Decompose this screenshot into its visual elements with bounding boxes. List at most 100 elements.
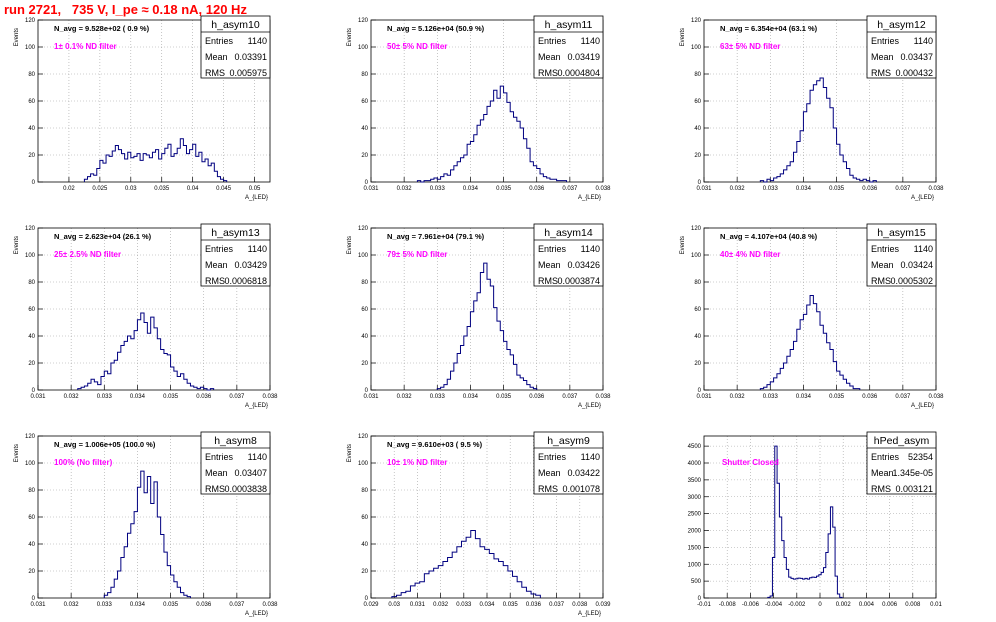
x-axis-label: A_{LED}	[578, 195, 601, 201]
stats-value: 0.03437	[900, 52, 933, 62]
stats-key: Mean	[538, 468, 561, 478]
y-tick-label: 80	[361, 72, 368, 78]
stats-value: 0.001078	[562, 484, 600, 494]
stats-key: RMS	[871, 68, 891, 78]
x-tick-label: 0.035	[829, 394, 845, 400]
y-tick-label: 120	[25, 18, 36, 24]
stats-title: h_asym13	[211, 227, 260, 239]
y-tick-label: 40	[28, 542, 35, 548]
y-tick-label: 40	[361, 334, 368, 340]
x-tick-label: -0.006	[742, 602, 760, 608]
x-axis-label: A_{LED}	[245, 403, 268, 409]
x-tick-label: 0.002	[836, 602, 852, 608]
stats-value: 0.0003874	[557, 276, 600, 286]
stats-value: 1140	[581, 244, 600, 254]
x-tick-label: 0.032	[397, 186, 413, 192]
y-tick-label: 120	[358, 226, 369, 232]
x-tick-label: 0.02	[63, 186, 75, 192]
y-tick-label: 100	[25, 45, 36, 51]
y-tick-label: 4500	[688, 444, 702, 450]
x-tick-label: -0.002	[788, 602, 806, 608]
x-tick-label: 0.032	[730, 394, 746, 400]
y-tick-label: 120	[691, 18, 702, 24]
x-tick-label: 0.05	[249, 186, 261, 192]
x-tick-label: -0.008	[719, 602, 737, 608]
histogram-series	[767, 445, 843, 598]
x-tick-label: 0.034	[463, 394, 479, 400]
y-tick-label: 100	[25, 253, 36, 259]
y-tick-label: 0	[698, 596, 702, 602]
x-tick-label: 0.025	[92, 186, 108, 192]
y-tick-label: 20	[361, 569, 368, 575]
x-tick-label: 0.031	[696, 186, 712, 192]
y-tick-label: 60	[361, 99, 368, 105]
x-tick-label: 0.037	[895, 394, 911, 400]
stats-key: Mean	[205, 260, 228, 270]
navg-text: N_avg = 6.354e+04 (63.1 %)	[720, 24, 818, 33]
stats-box	[533, 15, 604, 79]
y-tick-label: 20	[28, 153, 35, 159]
y-tick-label: 80	[361, 488, 368, 494]
histogram-series	[83, 138, 228, 182]
stats-box	[866, 431, 937, 495]
x-tick-label: 0.033	[763, 394, 779, 400]
x-tick-label: 0.031	[363, 394, 379, 400]
stats-key: RMS	[871, 276, 891, 286]
x-tick-label: 0.034	[479, 602, 495, 608]
x-tick-label: 0.037	[229, 394, 245, 400]
stats-title: hPed_asym	[874, 435, 930, 447]
x-tick-label: 0.036	[196, 394, 212, 400]
y-tick-label: 120	[25, 226, 36, 232]
stats-key: RMS	[871, 484, 891, 494]
filter-label: Shutter Closed	[722, 458, 779, 467]
stats-title: h_asym15	[877, 227, 926, 239]
histogram-series	[103, 470, 191, 598]
x-tick-label: 0.035	[496, 394, 512, 400]
x-tick-label: 0.034	[796, 394, 812, 400]
y-tick-label: 3000	[688, 495, 702, 501]
y-tick-label: 40	[694, 126, 701, 132]
y-tick-label: 2000	[688, 529, 702, 535]
navg-text: N_avg = 9.610e+03 ( 9.5 %)	[387, 440, 483, 449]
y-tick-label: 100	[358, 45, 369, 51]
y-tick-label: 3500	[688, 478, 702, 484]
stats-value: 1140	[581, 36, 600, 46]
y-tick-label: 60	[28, 99, 35, 105]
x-tick-label: 0.032	[64, 394, 80, 400]
x-tick-label: 0.029	[363, 602, 379, 608]
y-tick-label: 40	[28, 126, 35, 132]
y-tick-label: 0	[32, 596, 36, 602]
stats-box	[200, 223, 271, 287]
y-tick-label: 20	[694, 153, 701, 159]
stats-title: h_asym11	[545, 19, 593, 31]
y-tick-label: 0	[365, 596, 369, 602]
stats-box	[533, 431, 604, 495]
stats-key: Entries	[871, 244, 900, 254]
y-axis-label: Events	[680, 28, 686, 46]
stats-title: h_asym12	[877, 19, 926, 31]
stats-key: Entries	[205, 452, 234, 462]
x-tick-label: 0.033	[456, 602, 472, 608]
canvas-title: run 2721, 735 V, I_pe ≈ 0.18 nA, 120 Hz	[4, 2, 247, 17]
navg-text: N_avg = 9.528e+02 ( 0.9 %)	[54, 24, 150, 33]
x-tick-label: 0.033	[97, 602, 113, 608]
y-tick-label: 80	[694, 280, 701, 286]
y-tick-label: 40	[28, 334, 35, 340]
x-tick-label: 0.038	[595, 186, 611, 192]
stats-key: Mean	[538, 260, 561, 270]
x-tick-label: 0.035	[829, 186, 845, 192]
stats-title: h_asym14	[544, 227, 593, 239]
y-tick-label: 120	[691, 226, 702, 232]
x-tick-label: 0.045	[216, 186, 232, 192]
stats-box	[200, 15, 271, 79]
y-axis-label: Events	[347, 28, 353, 46]
x-tick-label: 0.034	[463, 186, 479, 192]
y-axis-label: Events	[347, 444, 353, 462]
y-tick-label: 20	[361, 361, 368, 367]
stats-value: 1140	[914, 244, 933, 254]
stats-value: 1.345e-05	[892, 468, 933, 478]
x-tick-label: 0.036	[862, 186, 878, 192]
stats-value: 0.03419	[567, 52, 600, 62]
x-tick-label: 0.033	[763, 186, 779, 192]
